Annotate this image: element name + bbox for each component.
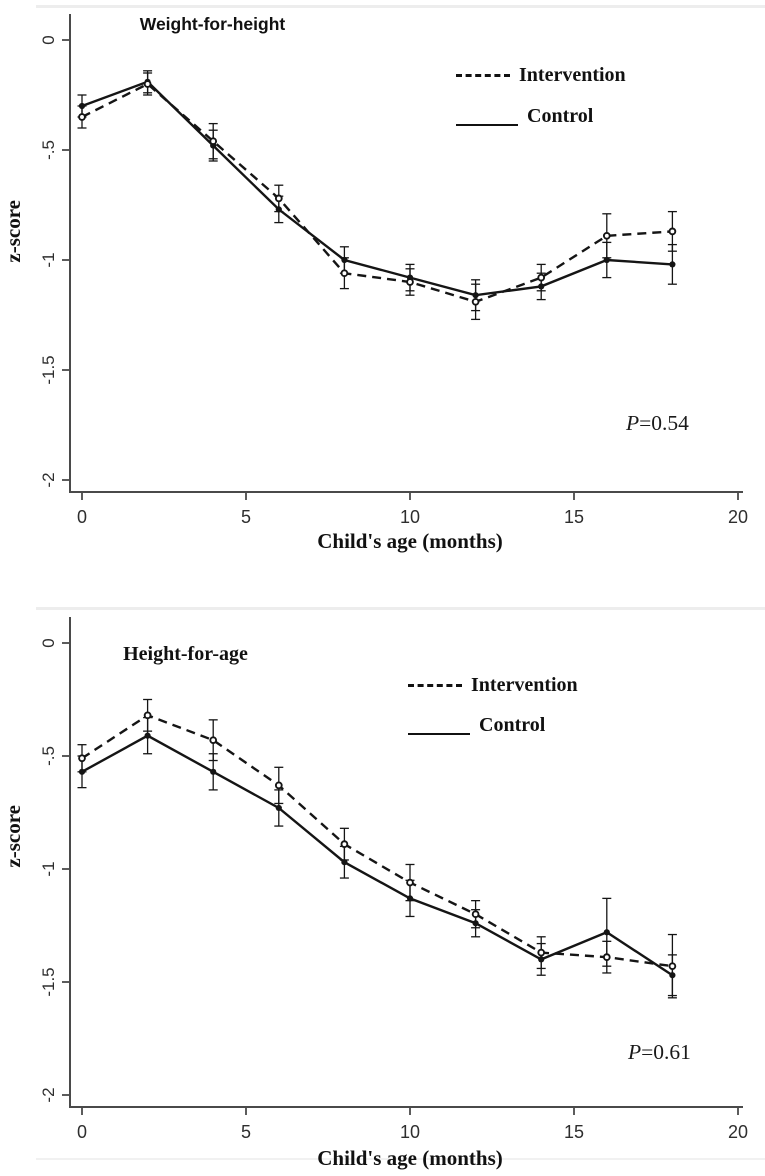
data-point-control [78,102,86,110]
p-value-symbol: P [628,1040,642,1064]
data-point-intervention [471,910,480,919]
x-tick-label: 0 [77,1122,87,1142]
data-point-control [603,256,610,264]
y-tick-label: -.5 [39,746,58,766]
data-point-intervention [340,840,349,848]
x-tick-label: 20 [728,507,748,527]
data-point-intervention [602,953,611,961]
data-point-intervention [78,754,86,763]
scan-artifact-line [36,1158,765,1160]
data-point-intervention [602,231,611,240]
data-point-control [472,292,479,299]
x-tick-label: 15 [564,1122,584,1142]
data-point-intervention [406,878,414,887]
x-tick-label: 15 [564,507,584,527]
data-point-control [210,768,217,775]
height-for-age-chart: 0 -.5 -1 -1.5 -2 0 5 10 15 20 Height-for-age Inte… [0,600,765,1176]
chart-title: Height-for-age [123,643,248,665]
data-point-intervention [274,194,283,203]
data-point-control [275,206,282,213]
legend-label-intervention: Intervention [471,674,578,696]
y-axis-label: z-score [1,200,25,263]
series-line-control [81,80,673,297]
series-line-intervention [81,713,673,968]
data-point-control [538,283,545,290]
y-tick-label: -1 [39,861,58,876]
data-point-intervention [274,781,283,790]
legend-item-control: Control [456,105,593,127]
data-point-intervention [668,962,677,971]
data-point-control [341,256,348,264]
height-for-age-plot-area: 0 -.5 -1 -1.5 -2 0 5 10 15 20 [39,617,748,1142]
legend-label-control: Control [479,714,546,736]
data-point-control [144,732,151,739]
weight-for-height-plot-area: 0 -.5 -1 -1.5 -2 0 5 10 15 20 [39,14,748,527]
data-point-control [275,804,282,812]
y-tick-label: -1 [39,252,58,267]
x-axis-label: Child's age (months) [317,529,503,553]
data-point-intervention [143,711,152,720]
data-point-control [78,768,86,775]
dashed-line-sample-icon [408,683,462,687]
x-tick-label: 5 [241,1122,251,1142]
y-tick-label: -1.5 [39,967,58,996]
data-point-control [538,956,545,963]
data-point-intervention [406,278,414,286]
y-axis-label: z-score [1,805,25,868]
solid-line-sample-icon [408,714,470,735]
data-point-control [669,972,676,979]
scan-artifact-line [36,607,765,610]
x-tick-label: 5 [241,507,251,527]
data-point-control [603,929,610,936]
x-tick-label: 20 [728,1122,748,1142]
weight-for-height-chart: 0 -.5 -1 -1.5 -2 0 5 10 15 20 Weight-for-height I… [0,0,765,576]
scan-artifact-line [36,5,765,8]
y-tick-label: 0 [39,35,58,44]
chart-title: Weight-for-height [139,14,286,34]
data-point-intervention [537,948,546,957]
y-tick-label: -.5 [39,140,58,160]
series-line-control [81,734,674,977]
data-point-intervention [78,113,86,121]
data-point-control [341,859,348,866]
legend-label-intervention: Intervention [519,64,626,86]
data-point-intervention [471,297,480,306]
data-point-control [472,920,479,927]
y-tick-label: -1.5 [39,355,58,384]
y-tick-label: 0 [39,638,58,647]
x-tick-label: 10 [400,1122,420,1142]
data-point-control [669,261,676,268]
legend-item-intervention: Intervention [456,64,626,86]
y-tick-label: -2 [39,1087,58,1102]
legend-item-intervention: Intervention [408,674,578,696]
data-point-intervention [668,227,677,236]
solid-line-sample-icon [456,105,518,126]
p-value-annotation: P=0.61 [628,1040,691,1065]
x-axis-label: Child's age (months) [317,1146,503,1170]
data-point-intervention [209,736,218,745]
data-point-control [406,895,414,902]
x-tick-label: 0 [77,507,87,527]
x-tick-label: 10 [400,507,420,527]
p-value-number: =0.61 [641,1040,691,1064]
p-value-number: =0.54 [639,411,689,435]
y-tick-label: -2 [39,472,58,487]
p-value-annotation: P=0.54 [626,411,689,436]
series-line-intervention [81,82,673,304]
dashed-line-sample-icon [456,73,510,77]
data-point-intervention [537,273,546,282]
legend-item-control: Control [408,714,545,736]
data-point-intervention [340,269,349,278]
data-point-intervention [143,80,152,88]
data-point-intervention [209,137,218,146]
legend-label-control: Control [527,105,594,127]
p-value-symbol: P [626,411,640,435]
